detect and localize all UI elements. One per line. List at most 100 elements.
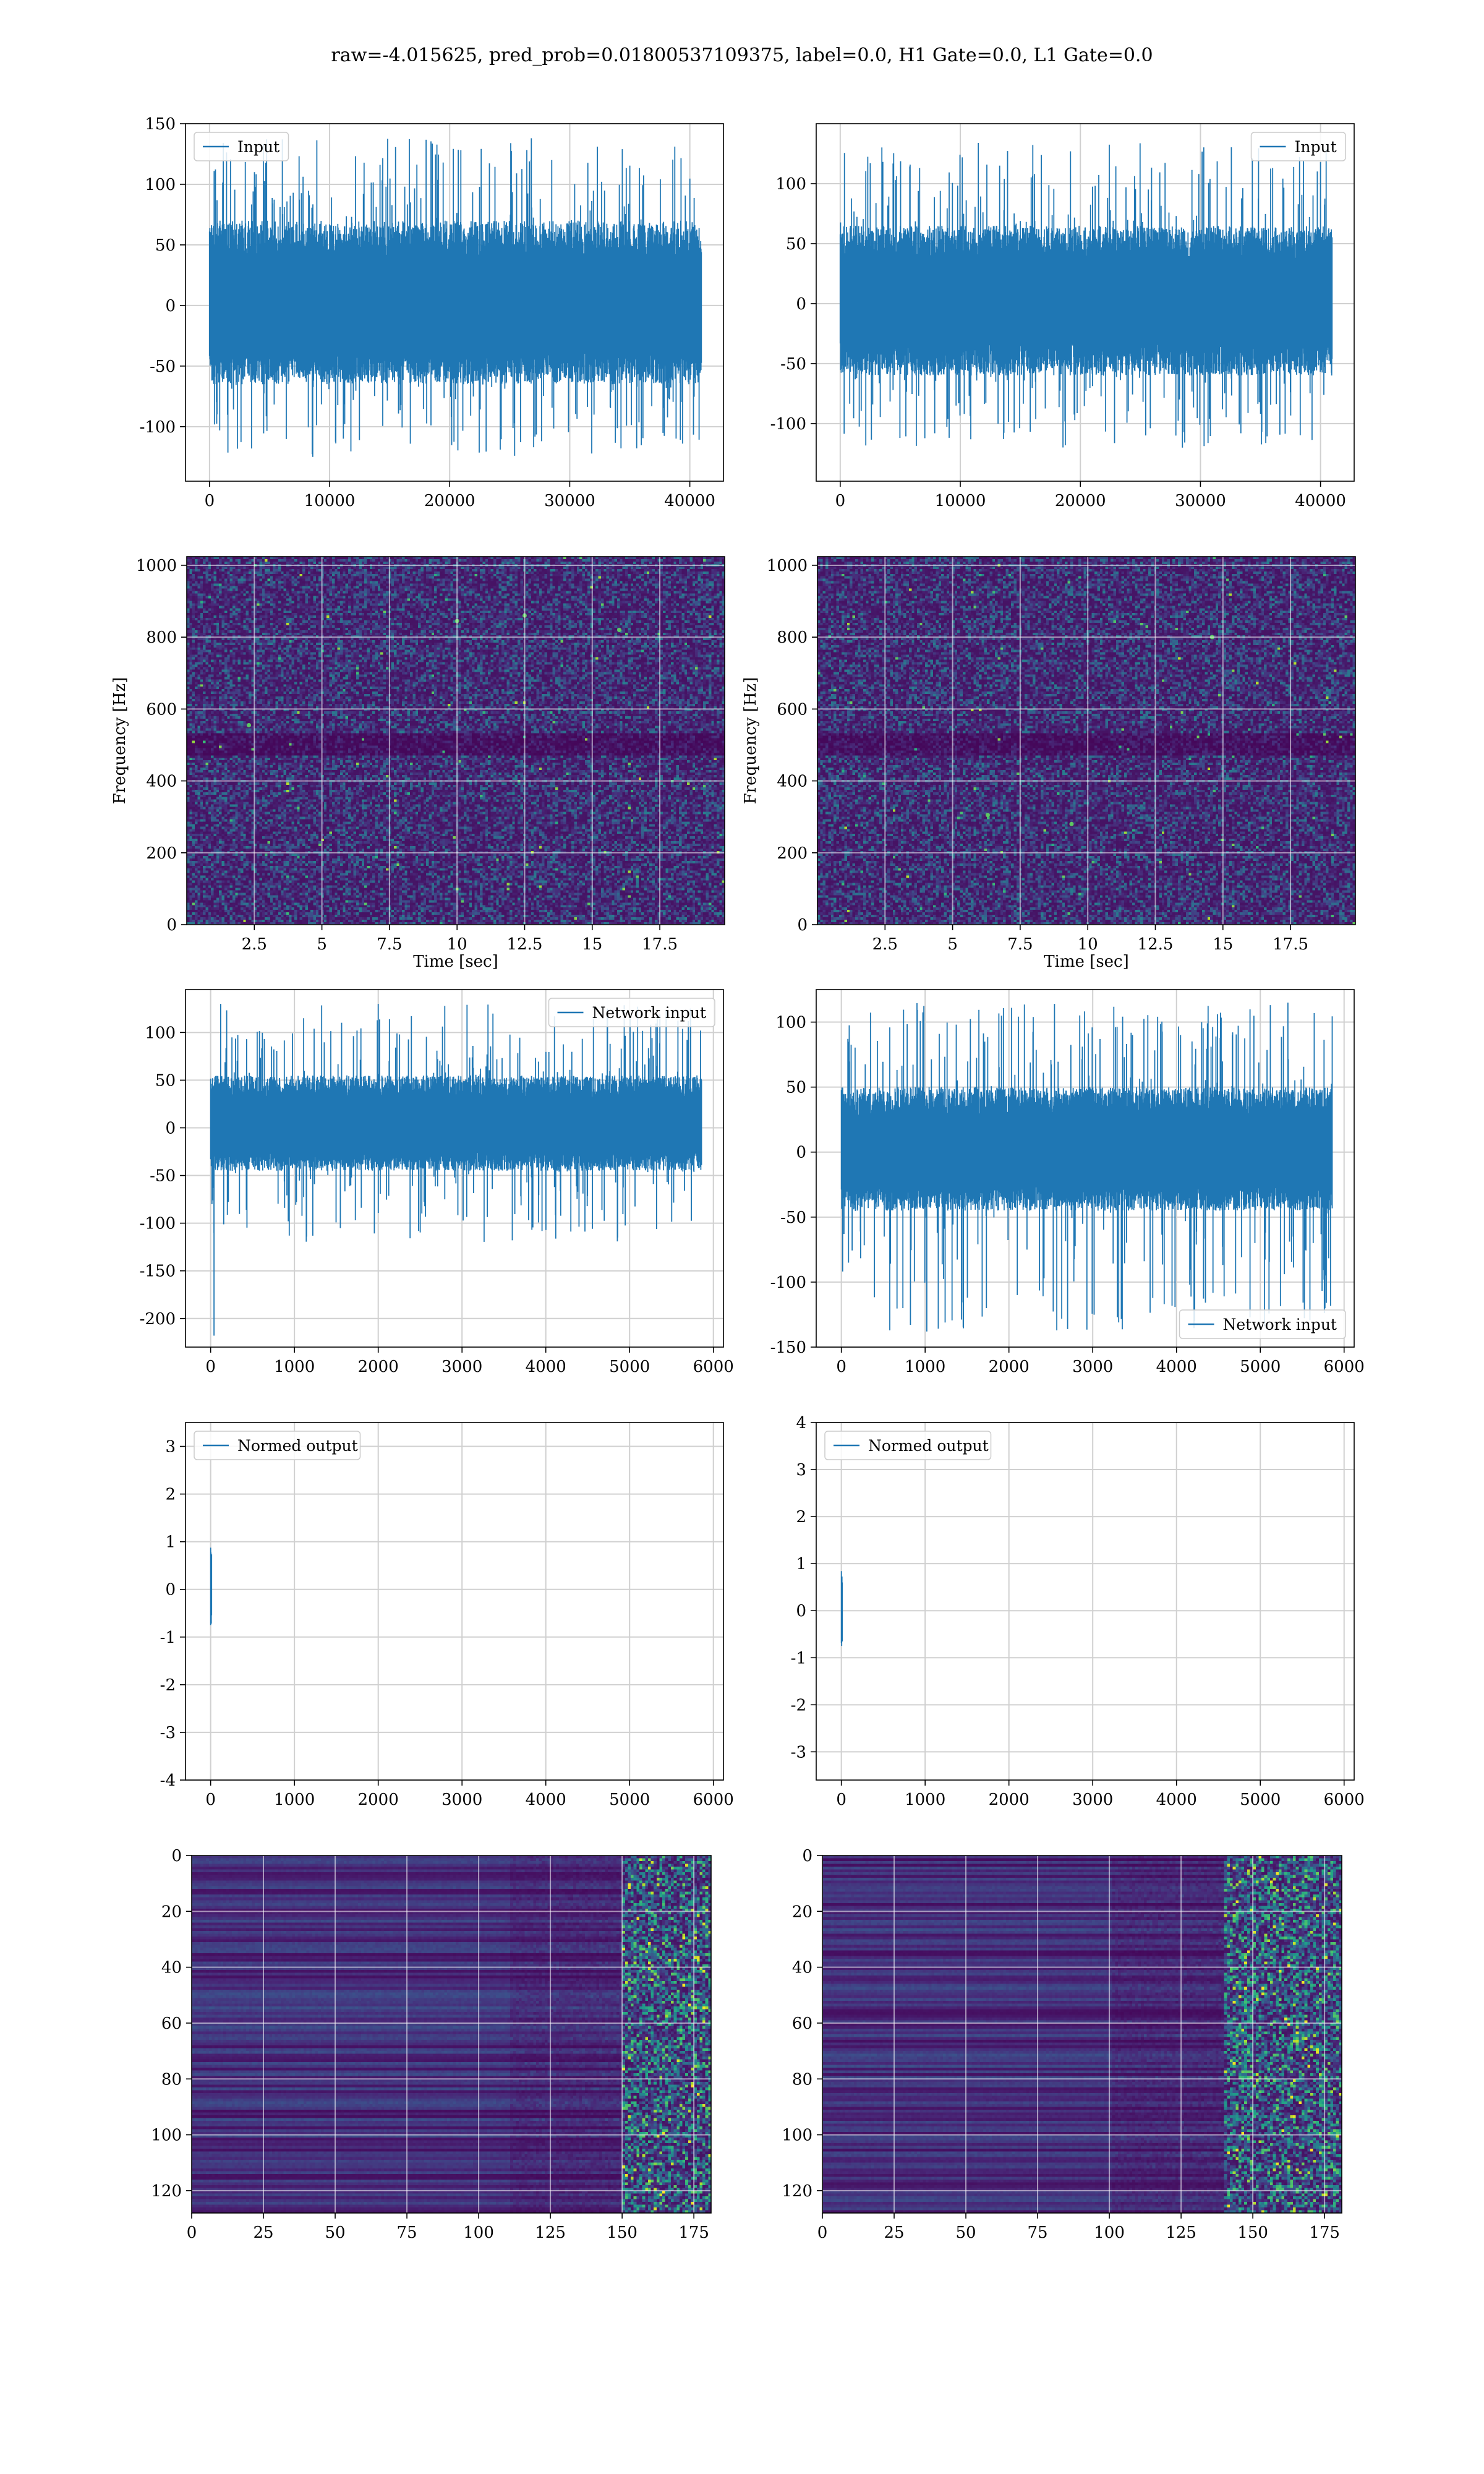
x-tick-label: 1000 [905, 1358, 945, 1376]
y-tick-label: -100 [770, 1273, 806, 1292]
figure-title: raw=-4.015625, pred_prob=0.0180053710937… [331, 45, 1153, 66]
features-l1-panel: 0 25 50 75 100 125 150 175 0 20 40 60 80 100 120 [782, 1847, 1342, 2242]
legend-label: Input [237, 138, 279, 156]
x-tick-label: 10 [447, 935, 467, 954]
y-tick-label: 120 [782, 2182, 812, 2201]
legend-label: Normed output [237, 1437, 358, 1455]
axes-frame [185, 1422, 724, 1781]
legend: Network input [548, 998, 715, 1027]
x-tick-label: 4000 [526, 1358, 566, 1376]
x-tick-label: 30000 [544, 492, 595, 510]
y-tick-label: 100 [775, 175, 806, 194]
x-tick-label: 50 [325, 2224, 345, 2242]
legend-label: Network input [592, 1004, 706, 1022]
legend-label: Input [1295, 138, 1337, 156]
x-tick-label: 5000 [609, 1358, 650, 1376]
x-tick-label: 0 [205, 492, 215, 510]
x-tick-label: 10000 [304, 492, 356, 510]
x-tick-label: 25 [884, 2224, 904, 2242]
y-tick-label: 4 [796, 1414, 806, 1432]
x-tick-label: 10 [1078, 935, 1098, 954]
axes-frame [816, 1422, 1355, 1781]
y-tick-label: 50 [155, 236, 176, 255]
x-tick-label: 3000 [441, 1358, 482, 1376]
x-tick-label: 6000 [693, 1358, 734, 1376]
grid [186, 1423, 723, 1781]
y-tick-label: 1000 [767, 557, 808, 575]
y-tick-label: 80 [792, 2070, 812, 2089]
x-tick-label: 15 [582, 935, 602, 954]
series-line [210, 1547, 213, 1625]
bright-point [616, 628, 621, 633]
y-tick-label: -50 [150, 1167, 176, 1186]
y-tick-label: 800 [777, 628, 808, 647]
y-tick-label: 200 [146, 844, 177, 863]
y-tick-label: 2 [165, 1486, 176, 1504]
y-tick-label: 20 [161, 1903, 182, 1921]
y-tick-label: 400 [777, 773, 808, 791]
x-tick-label: 3000 [1072, 1358, 1113, 1376]
y-tick-label: 0 [796, 1602, 806, 1620]
axes-frame [191, 1855, 712, 2214]
x-tick-label: 175 [678, 2224, 709, 2242]
y-tick-label: -100 [140, 1215, 176, 1233]
y-tick-label: 40 [792, 1959, 812, 1977]
legend: Normed output [824, 1431, 992, 1460]
x-tick-label: 17.5 [1273, 935, 1308, 954]
legend: Input [1250, 132, 1346, 161]
spectrogram-image [187, 557, 725, 925]
spectrogram-h1-panel: 2.5 5 7.5 10 12.5 15 17.5 0 200 400 600 800 1000 Time… [111, 556, 725, 971]
y-tick-label: 0 [796, 295, 806, 314]
grid [816, 1422, 1354, 1780]
x-tick-label: 25 [253, 2224, 273, 2242]
x-tick-label: 50 [955, 2224, 976, 2242]
y-axis-label: Frequency [Hz] [111, 677, 129, 805]
x-tick-label: 4000 [1156, 1358, 1197, 1376]
y-tick-label: 3 [165, 1438, 176, 1457]
x-tick-label: 3000 [1072, 1791, 1113, 1809]
x-tick-label: 125 [1166, 2224, 1196, 2242]
y-tick-label: 600 [146, 700, 177, 719]
legend-box [194, 1431, 361, 1460]
feature-map-image [822, 1856, 1342, 2213]
y-tick-label: -3 [160, 1724, 176, 1742]
y-tick-label: 0 [171, 1847, 182, 1865]
y-tick-label: 0 [165, 1581, 176, 1599]
y-tick-label: 100 [145, 176, 176, 194]
y-tick-label: 0 [802, 1847, 812, 1865]
x-tick-label: 100 [463, 2224, 494, 2242]
feature-map-image [192, 1856, 711, 2213]
x-tick-label: 0 [205, 1358, 216, 1376]
input-h1-panel: Input 0 10000 20000 30000 40000 -100 -50 0 50 100 1… [140, 115, 724, 510]
x-tick-label: 5 [317, 935, 327, 954]
y-tick-label: 200 [777, 844, 808, 863]
axes-frame [816, 123, 1355, 482]
y-tick-label: 800 [146, 628, 177, 647]
y-tick-label: -50 [150, 357, 176, 376]
x-tick-label: 30000 [1175, 492, 1226, 510]
x-tick-label: 5 [947, 935, 958, 954]
bright-point [247, 723, 252, 728]
y-tick-label: 100 [775, 1014, 806, 1032]
spectrogram-image [817, 557, 1355, 925]
y-tick-label: -2 [160, 1676, 176, 1695]
y-tick-label: 80 [161, 2070, 182, 2089]
y-tick-label: -100 [140, 418, 176, 437]
bright-point [985, 813, 990, 818]
y-tick-label: 1000 [136, 557, 177, 575]
y-tick-label: 100 [145, 1024, 176, 1042]
y-tick-label: 1 [796, 1555, 806, 1573]
x-tick-label: 2000 [989, 1358, 1030, 1376]
y-tick-label: -150 [770, 1338, 806, 1357]
features-h1-panel: 0 25 50 75 100 125 150 175 0 20 40 60 80 100 120 [151, 1847, 712, 2242]
x-tick-label: 6000 [1324, 1791, 1365, 1809]
x-tick-label: 0 [835, 492, 846, 510]
y-tick-label: -1 [791, 1649, 806, 1667]
axes-frame [185, 123, 724, 482]
x-tick-label: 1000 [905, 1791, 945, 1809]
x-tick-label: 12.5 [1138, 935, 1174, 954]
normed-output-l1-panel: Normed output 0 1000 2000 3000 4000 5000 6000 -3… [791, 1414, 1365, 1809]
normed-output-h1-panel: Normed output 0 1000 2000 3000 4000 5000 6000 -4… [160, 1422, 734, 1809]
x-tick-label: 1000 [274, 1358, 315, 1376]
